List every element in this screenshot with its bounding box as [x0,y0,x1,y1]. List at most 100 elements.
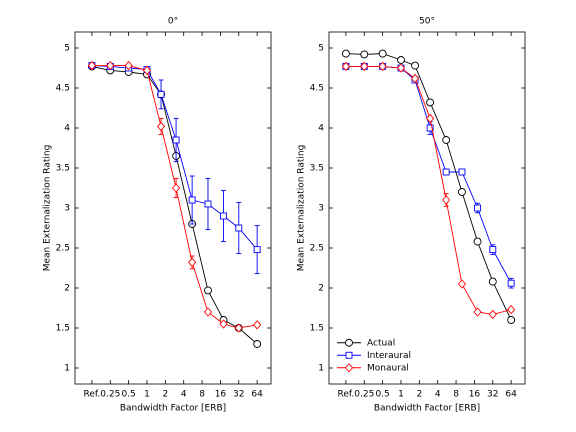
x-tick-label: 2 [416,390,422,400]
x-axis-label: Bandwidth Factor [ERB] [120,404,226,414]
marker [188,257,197,268]
y-tick-label: 1 [318,364,324,374]
marker [442,168,450,176]
x-tick-label: 64 [251,390,263,400]
marker [106,60,115,71]
marker [171,183,181,193]
marker [488,277,497,286]
y-axis-label: Mean Externalization Rating [43,145,53,272]
y-tick-label: 2.5 [56,244,70,254]
y-tick-label: 5 [64,44,70,54]
marker [458,168,466,176]
marker [204,200,212,208]
marker [396,63,406,73]
marker [397,56,405,64]
x-tick-label: Ref. [338,390,355,400]
marker [341,49,350,58]
legend-label: Interaural [367,351,411,361]
y-tick-label: 4 [318,124,324,134]
x-tick-label: 0.25 [354,390,374,400]
x-tick-label: 16 [469,390,481,400]
marker [234,323,243,333]
marker [442,195,451,205]
marker [219,319,228,329]
marker [235,224,243,232]
marker [411,61,419,70]
marker [473,237,482,246]
x-tick-label: 64 [505,390,517,400]
y-tick-label: 5 [318,44,324,54]
y-tick-label: 3 [64,204,70,214]
axes-box [328,31,526,385]
x-tick-label: 2 [162,390,168,400]
marker [473,307,482,317]
x-tick-label: 8 [453,390,459,400]
marker [253,340,262,348]
y-tick-label: 1 [64,364,70,374]
marker [442,136,451,144]
marker [378,49,387,58]
y-tick-label: 3 [318,204,324,214]
marker [426,124,434,132]
marker [172,136,180,144]
y-tick-label: 3.5 [310,164,324,174]
marker [204,286,212,295]
y-tick-label: 2 [318,284,324,294]
legend-marker [344,363,354,373]
marker [410,73,420,84]
marker [426,98,435,107]
x-tick-label: 16 [215,390,227,400]
marker [474,204,481,212]
marker [488,309,497,320]
marker [156,121,166,132]
x-tick-label: 32 [233,390,244,400]
x-tick-label: 1 [398,390,404,400]
marker [188,196,196,204]
y-tick-label: 4.5 [56,84,70,94]
chart-title: 0° [168,17,178,27]
y-tick-label: 2.5 [310,244,324,254]
marker [203,307,213,317]
marker [378,61,387,72]
marker [360,61,369,72]
x-axis-label: Bandwidth Factor [ERB] [374,404,480,414]
legend-label: Actual [367,338,395,348]
marker [87,60,97,71]
marker [341,61,351,72]
marker [425,113,435,124]
y-tick-label: 1.5 [56,324,70,334]
marker [157,90,165,98]
marker [142,65,152,76]
marker [507,279,515,287]
marker [457,279,467,289]
y-axis-label: Mean Externalization Rating [297,145,307,272]
y-tick-label: 4 [64,124,70,134]
y-tick-label: 2 [64,284,70,294]
marker [360,50,369,59]
axes-box [74,31,272,385]
x-tick-label: 0.25 [100,390,120,400]
x-tick-label: 8 [199,390,205,400]
x-tick-label: 4 [181,390,187,400]
marker [489,246,497,254]
x-tick-label: 4 [435,390,441,400]
marker [507,304,516,315]
y-tick-label: 4.5 [310,84,324,94]
x-tick-label: 0.5 [121,390,135,400]
legend-label: Monaural [367,363,409,373]
marker [458,188,466,196]
chart-title: 50° [419,17,435,27]
x-tick-label: Ref. [84,390,101,400]
marker [124,60,133,71]
y-tick-label: 1.5 [310,324,324,334]
x-tick-label: 32 [487,390,498,400]
marker [253,320,262,330]
x-tick-label: 0.5 [375,390,389,400]
y-tick-label: 3.5 [56,164,70,174]
marker [507,316,516,324]
marker [220,212,227,220]
legend-marker [345,351,353,359]
x-tick-label: 1 [144,390,150,400]
legend-marker [345,338,353,347]
